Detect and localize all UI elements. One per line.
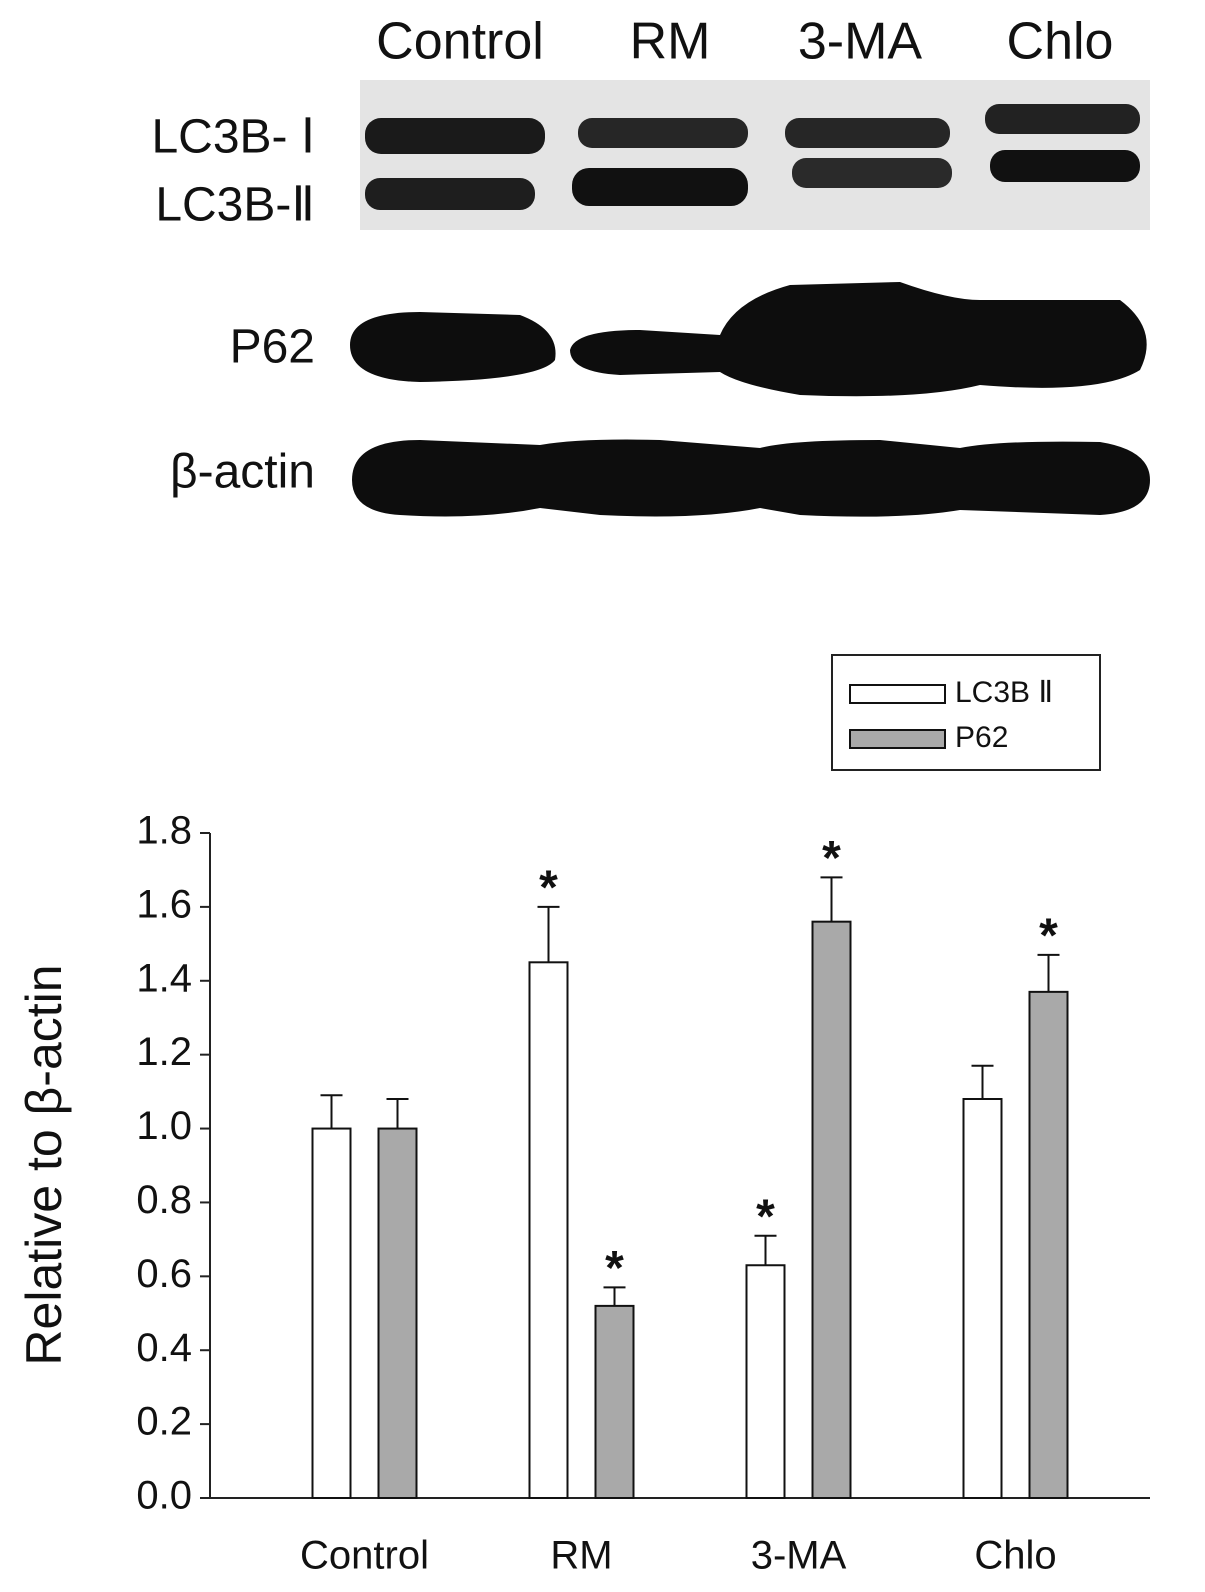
legend-box	[831, 654, 1101, 771]
row-label: LC3B- Ⅰ	[151, 111, 315, 164]
y-tick-label: 1.8	[136, 809, 192, 853]
error-bar	[386, 1098, 409, 1129]
row-label: β-actin	[170, 446, 315, 499]
blot-band	[990, 150, 1140, 182]
y-tick-label: 1.0	[136, 1104, 192, 1148]
y-tick-label: 1.6	[136, 882, 192, 926]
x-tick-label: Chlo	[974, 1534, 1056, 1578]
legend-label: P62	[955, 721, 1008, 754]
error-bar	[1037, 953, 1060, 992]
x-tick-label: Control	[300, 1534, 429, 1578]
y-tick-label: 1.4	[136, 956, 192, 1000]
error-bar	[320, 1094, 343, 1129]
blot-band	[785, 118, 950, 148]
x-tick-label: 3-MA	[751, 1534, 847, 1578]
bar	[311, 1127, 352, 1499]
legend-label: LC3B Ⅱ	[955, 676, 1053, 709]
blot-image	[350, 80, 1150, 517]
blot-band	[352, 439, 1150, 517]
significance-marker: *	[756, 1190, 775, 1243]
blot-band	[572, 168, 748, 206]
significance-marker: *	[822, 832, 841, 885]
significance-marker: *	[539, 862, 558, 915]
blot-band	[578, 118, 748, 148]
row-label: LC3B-Ⅱ	[155, 179, 315, 232]
significance-marker: *	[605, 1242, 624, 1295]
error-bar	[971, 1064, 994, 1099]
y-axis-label: Relative to β-actin	[16, 964, 72, 1365]
row-label: P62	[230, 321, 315, 374]
y-tick-label: 0.2	[136, 1400, 192, 1444]
lane-label: RM	[630, 13, 711, 71]
bar	[528, 961, 569, 1499]
legend-swatch	[849, 729, 946, 749]
y-tick-label: 0.6	[136, 1252, 192, 1296]
bar	[594, 1304, 635, 1500]
bar	[962, 1098, 1003, 1499]
bar	[1028, 990, 1069, 1499]
lane-label: Chlo	[1007, 13, 1114, 71]
bar	[377, 1127, 418, 1499]
y-tick-label: 0.4	[136, 1326, 192, 1370]
error-bar	[537, 905, 560, 963]
legend-swatch	[849, 684, 946, 704]
blot-band	[365, 118, 545, 154]
blot-band	[792, 158, 952, 188]
error-bar	[603, 1286, 626, 1306]
blot-band	[985, 104, 1140, 134]
y-tick-label: 0.8	[136, 1178, 192, 1222]
blot-band	[350, 282, 1147, 397]
bar	[811, 920, 852, 1499]
y-tick-label: 0.0	[136, 1474, 192, 1518]
bar	[745, 1264, 786, 1499]
lane-label: Control	[376, 13, 544, 71]
error-bar	[754, 1234, 777, 1266]
blot-band	[365, 178, 535, 210]
y-tick-label: 1.2	[136, 1030, 192, 1074]
x-tick-label: RM	[550, 1534, 612, 1578]
error-bar	[820, 876, 843, 922]
significance-marker: *	[1039, 910, 1058, 963]
lane-label: 3-MA	[798, 13, 923, 71]
